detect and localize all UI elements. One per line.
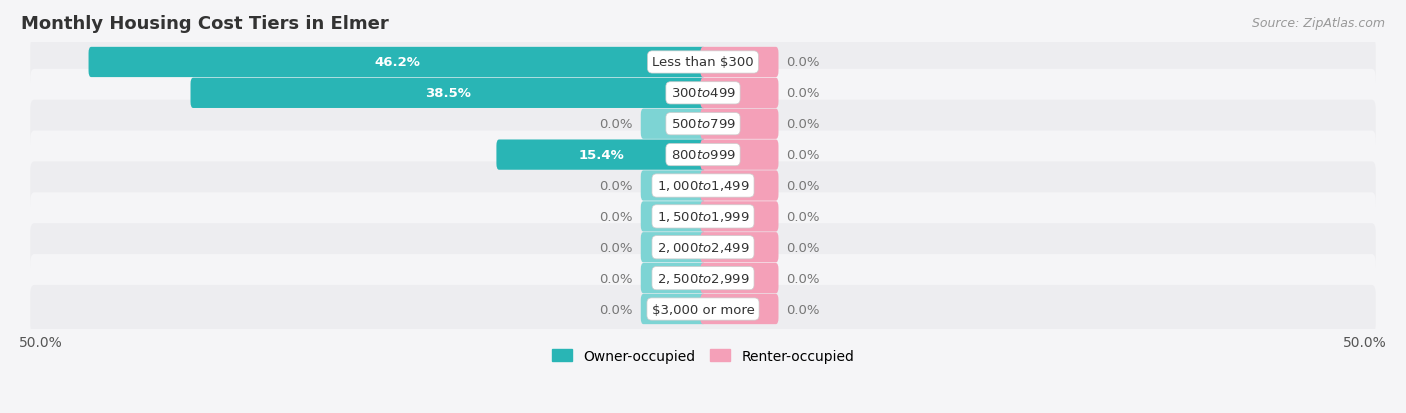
Text: 0.0%: 0.0% (599, 241, 633, 254)
Text: 0.0%: 0.0% (599, 272, 633, 285)
Text: 0.0%: 0.0% (786, 118, 820, 131)
Text: $1,000 to $1,499: $1,000 to $1,499 (657, 179, 749, 193)
FancyBboxPatch shape (641, 202, 706, 232)
Text: 0.0%: 0.0% (786, 87, 820, 100)
Text: $3,000 or more: $3,000 or more (651, 303, 755, 316)
Text: $2,500 to $2,999: $2,500 to $2,999 (657, 271, 749, 285)
FancyBboxPatch shape (89, 48, 706, 78)
Text: Less than $300: Less than $300 (652, 56, 754, 69)
FancyBboxPatch shape (700, 140, 779, 170)
Text: 0.0%: 0.0% (786, 210, 820, 223)
FancyBboxPatch shape (496, 140, 706, 170)
FancyBboxPatch shape (641, 171, 706, 201)
Text: 46.2%: 46.2% (374, 56, 420, 69)
FancyBboxPatch shape (31, 39, 1375, 87)
Text: 15.4%: 15.4% (578, 149, 624, 162)
Text: 0.0%: 0.0% (599, 118, 633, 131)
FancyBboxPatch shape (31, 131, 1375, 179)
FancyBboxPatch shape (190, 78, 706, 109)
FancyBboxPatch shape (641, 294, 706, 324)
FancyBboxPatch shape (700, 78, 779, 109)
Text: Source: ZipAtlas.com: Source: ZipAtlas.com (1251, 17, 1385, 29)
Text: 0.0%: 0.0% (786, 180, 820, 192)
FancyBboxPatch shape (700, 233, 779, 263)
FancyBboxPatch shape (700, 263, 779, 294)
FancyBboxPatch shape (641, 109, 706, 140)
Text: $500 to $799: $500 to $799 (671, 118, 735, 131)
Text: $800 to $999: $800 to $999 (671, 149, 735, 162)
FancyBboxPatch shape (700, 171, 779, 201)
FancyBboxPatch shape (641, 233, 706, 263)
Text: 0.0%: 0.0% (599, 180, 633, 192)
Legend: Owner-occupied, Renter-occupied: Owner-occupied, Renter-occupied (546, 343, 860, 368)
FancyBboxPatch shape (700, 202, 779, 232)
Text: 0.0%: 0.0% (599, 303, 633, 316)
Text: 0.0%: 0.0% (786, 272, 820, 285)
FancyBboxPatch shape (700, 48, 779, 78)
FancyBboxPatch shape (700, 294, 779, 324)
Text: $300 to $499: $300 to $499 (671, 87, 735, 100)
FancyBboxPatch shape (31, 285, 1375, 333)
Text: 0.0%: 0.0% (599, 210, 633, 223)
FancyBboxPatch shape (641, 263, 706, 294)
Text: 0.0%: 0.0% (786, 56, 820, 69)
Text: 38.5%: 38.5% (425, 87, 471, 100)
FancyBboxPatch shape (31, 254, 1375, 302)
FancyBboxPatch shape (31, 223, 1375, 272)
FancyBboxPatch shape (31, 69, 1375, 118)
FancyBboxPatch shape (31, 162, 1375, 210)
FancyBboxPatch shape (700, 109, 779, 140)
Text: $2,000 to $2,499: $2,000 to $2,499 (657, 241, 749, 255)
FancyBboxPatch shape (31, 193, 1375, 241)
Text: 0.0%: 0.0% (786, 303, 820, 316)
Text: Monthly Housing Cost Tiers in Elmer: Monthly Housing Cost Tiers in Elmer (21, 15, 388, 33)
Text: $1,500 to $1,999: $1,500 to $1,999 (657, 210, 749, 224)
Text: 0.0%: 0.0% (786, 149, 820, 162)
FancyBboxPatch shape (31, 100, 1375, 148)
Text: 0.0%: 0.0% (786, 241, 820, 254)
